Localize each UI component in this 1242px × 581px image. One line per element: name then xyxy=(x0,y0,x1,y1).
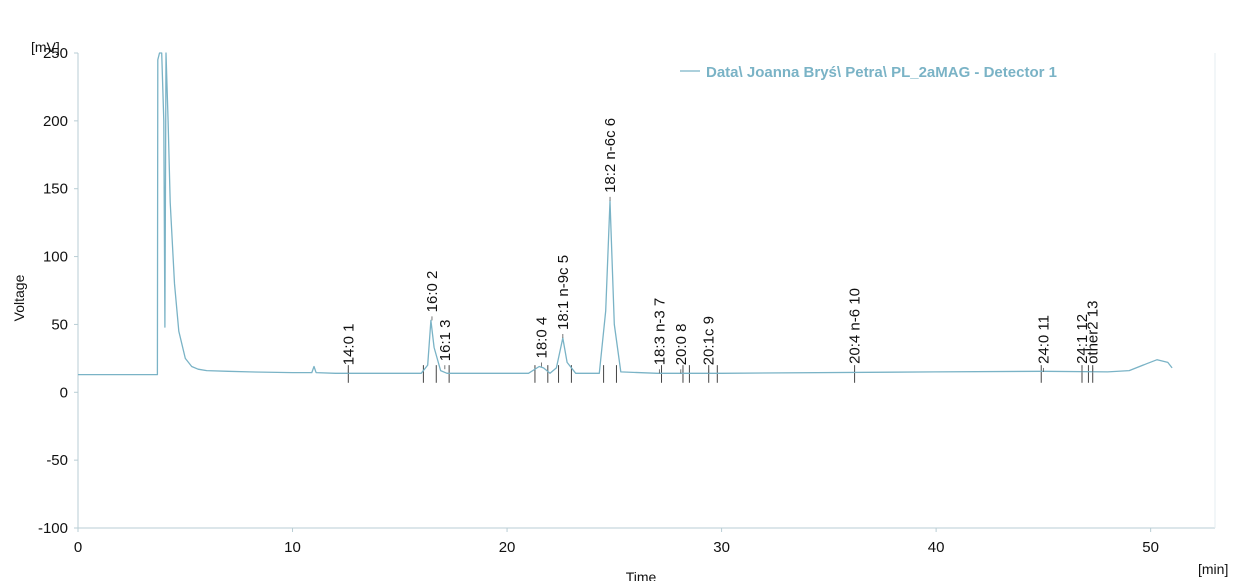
y-tick-label: 200 xyxy=(43,113,68,130)
y-tick-label: -100 xyxy=(38,520,68,537)
peak-labels: 14:0 1 16:0 2 16:1 3 18:0 4 18:1 n-9c 5 18:2 … xyxy=(340,118,1102,374)
integration-marks xyxy=(347,365,1094,383)
plot-frame xyxy=(77,53,1216,529)
x-axis-title: Time xyxy=(626,569,657,581)
series-group xyxy=(78,52,1173,376)
peak-label: 20:4 n-6 10 xyxy=(847,288,864,364)
y-tick-label: 100 xyxy=(43,249,68,266)
legend-series-name: Data\ Joanna Bryś\ Petra\ PL_2aMAG - Det… xyxy=(706,64,1057,81)
y-axis-unit: [mV] xyxy=(31,39,60,55)
y-tick-label: 0 xyxy=(60,384,68,401)
y-tick-label: 250 xyxy=(43,45,68,62)
x-tick-label: 40 xyxy=(928,539,945,556)
series-line xyxy=(78,52,1173,376)
x-tick-label: 10 xyxy=(284,539,301,556)
peak-label: 24:1 12 xyxy=(1074,314,1091,364)
peak-label: 20:0 8 xyxy=(673,324,690,366)
y-tick-label: 150 xyxy=(43,181,68,198)
y-tick-label: -50 xyxy=(46,452,68,469)
x-tick-label: 0 xyxy=(74,539,82,556)
x-tick-label: 50 xyxy=(1142,539,1159,556)
y-tick-label: 50 xyxy=(51,316,68,333)
axis-ticks: -100 -50 0 50 100 150 200 250 0 10 20 30 40 50 xyxy=(38,45,1159,556)
peak-label: 24:0 11 xyxy=(1035,315,1052,364)
x-tick-label: 30 xyxy=(713,539,730,556)
y-axis-title: Voltage xyxy=(11,274,27,321)
peak-label: 14:0 1 xyxy=(340,324,357,366)
peak-label: 16:1 3 xyxy=(437,319,454,361)
peak-label: 18:0 4 xyxy=(533,317,550,359)
x-tick-label: 20 xyxy=(499,539,516,556)
x-axis-unit: [min] xyxy=(1198,561,1228,577)
legend: Data\ Joanna Bryś\ Petra\ PL_2aMAG - Det… xyxy=(680,64,1057,81)
peak-label: 20:1c 9 xyxy=(701,316,718,365)
peak-label: 18:1 n-9c 5 xyxy=(555,255,572,330)
peak-label: 16:0 2 xyxy=(424,271,441,313)
peak-label: 18:2 n-6c 6 xyxy=(602,118,619,193)
peak-label: 18:3 n-3 7 xyxy=(651,298,668,366)
peak-label: other2 13 xyxy=(1085,301,1102,364)
